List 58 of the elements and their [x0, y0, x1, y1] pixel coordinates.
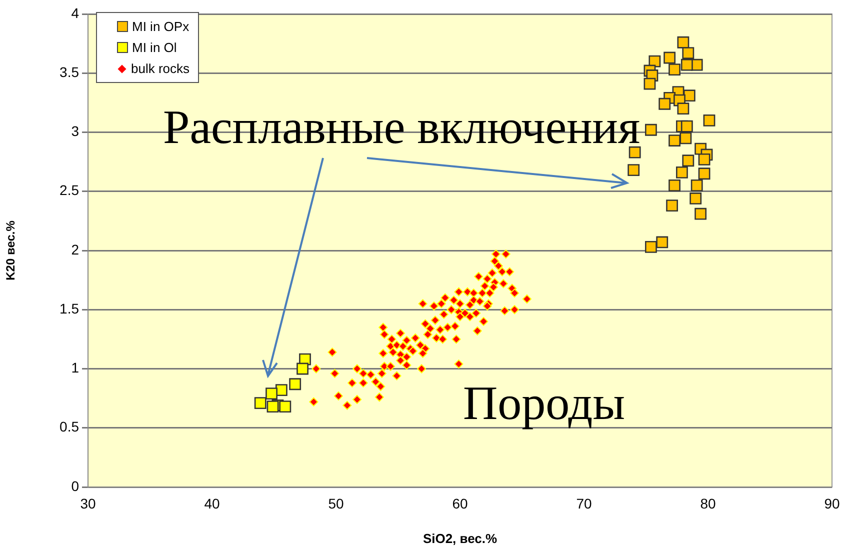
- x-tick-label: 50: [328, 495, 344, 512]
- legend-label: MI in OPx: [132, 18, 190, 36]
- x-tick-label: 30: [80, 495, 96, 512]
- legend-label: MI in Ol: [132, 39, 177, 57]
- point: [275, 384, 288, 396]
- point: [266, 388, 278, 400]
- point: [666, 200, 678, 212]
- point: [656, 236, 668, 248]
- point: [703, 114, 716, 126]
- y-axis-title: K20 вес.%: [4, 220, 18, 280]
- point: [682, 154, 694, 167]
- y-tick-label: 1: [71, 360, 80, 376]
- point: [677, 102, 690, 115]
- point: [266, 400, 279, 413]
- point: [645, 124, 657, 136]
- point: [658, 98, 671, 110]
- point: [677, 36, 690, 48]
- legend-label: bulk rocks: [131, 60, 190, 78]
- point: [698, 153, 710, 166]
- y-tick-label: 0.5: [60, 418, 80, 435]
- point: [645, 241, 657, 253]
- point: [628, 146, 641, 158]
- point: [668, 180, 680, 192]
- x-tick-label: 70: [576, 495, 592, 512]
- point: [682, 47, 694, 59]
- point: [680, 132, 692, 144]
- point: [698, 168, 710, 180]
- y-tick-label: 3: [71, 123, 80, 140]
- point: [683, 90, 696, 102]
- x-tick-label: 90: [824, 495, 840, 512]
- point: [680, 120, 693, 132]
- annotation: Породы: [463, 377, 625, 430]
- point: [628, 164, 640, 176]
- x-axis-title: SiO2, вес.%: [422, 530, 498, 546]
- point: [296, 362, 308, 375]
- point: [664, 52, 676, 64]
- point: [694, 208, 707, 220]
- point: [690, 180, 703, 192]
- point: [668, 134, 680, 146]
- y-tick-label: 4: [71, 4, 80, 21]
- point: [680, 58, 693, 71]
- x-tick-label: 40: [204, 495, 220, 512]
- point: [648, 55, 661, 68]
- y-tick-label: 2.5: [60, 182, 80, 198]
- point: [289, 378, 302, 390]
- point: [644, 78, 656, 90]
- point: [279, 400, 292, 413]
- point: [676, 166, 688, 178]
- y-tick-label: 2: [71, 241, 80, 258]
- y-tick-label: 0: [71, 478, 80, 494]
- point: [690, 192, 702, 204]
- point: [254, 397, 266, 409]
- point: [668, 64, 680, 76]
- annotation: Расплавные включения: [163, 101, 640, 154]
- x-tick-label: 80: [700, 495, 716, 512]
- y-tick-label: 3.5: [60, 64, 80, 80]
- y-tick-label: 1.5: [60, 300, 80, 316]
- x-tick-label: 60: [452, 495, 468, 512]
